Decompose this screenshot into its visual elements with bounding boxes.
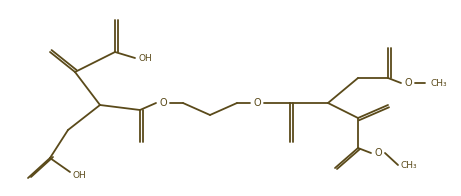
Text: O: O: [404, 78, 412, 88]
Text: O: O: [253, 98, 261, 108]
Text: O: O: [374, 148, 382, 158]
Text: O: O: [159, 98, 167, 108]
Text: OH: OH: [138, 54, 152, 63]
Text: CH₃: CH₃: [430, 79, 447, 87]
Text: CH₃: CH₃: [400, 161, 417, 170]
Text: OH: OH: [72, 171, 86, 180]
